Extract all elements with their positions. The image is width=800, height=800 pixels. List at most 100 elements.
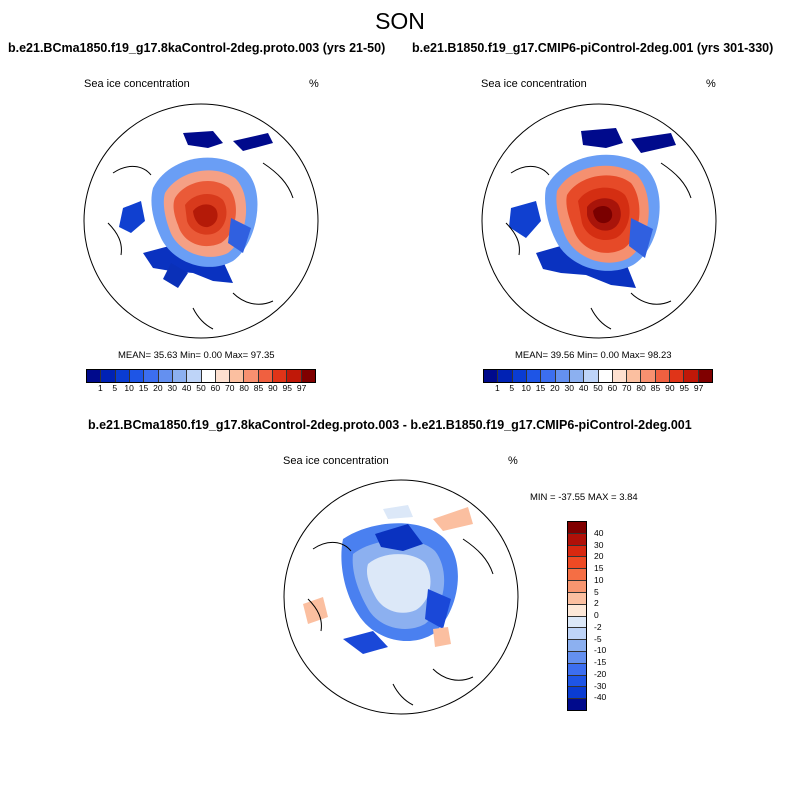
panel-2-colorbar-swatch <box>484 370 499 382</box>
panel-1-colorbar-swatch <box>201 370 216 382</box>
panel-1-colorbar-swatch <box>87 370 102 382</box>
panel-1-variable: Sea ice concentration <box>84 78 190 90</box>
panel-3-colorbar-swatch <box>568 569 586 582</box>
panel-1-colorbar-swatch <box>129 370 145 382</box>
panel-3-colorbar-label: -10 <box>594 645 607 656</box>
panel-1-colorbar-label: 30 <box>167 383 177 393</box>
panel-2-colorbar-label: 60 <box>607 383 618 393</box>
panel-2-colorbar-label: 70 <box>622 383 632 393</box>
panel-3-colorbar-label: 10 <box>594 574 604 585</box>
panel-3-map <box>283 479 519 715</box>
panel-1-colorbar-swatches <box>86 369 316 383</box>
panel-1-colorbar-swatch <box>258 370 274 382</box>
panel-1-colorbar-swatch <box>301 370 315 382</box>
panel-2-colorbar-swatch <box>641 370 656 382</box>
panel-3-colorbar-swatch <box>568 604 586 617</box>
panel-3-colorbar-label: -20 <box>594 668 607 679</box>
panel-1-colorbar-label: 90 <box>268 383 278 393</box>
panel-1-colorbar-label: 80 <box>239 383 249 393</box>
panel-2-colorbar-label: 20 <box>550 383 560 393</box>
panel-2-colorbar-swatch <box>512 370 527 382</box>
panel-3-colorbar-label: 30 <box>594 539 604 550</box>
panel-1-map <box>83 103 319 339</box>
panel-1-colorbar-label: 95 <box>282 383 292 393</box>
panel-1-units: % <box>309 78 319 90</box>
panel-3-colorbar-swatch <box>568 592 586 605</box>
panel-3-colorbar-label: -5 <box>594 633 602 644</box>
panel-3-colorbar-swatch <box>568 663 586 676</box>
panel-3-colorbar-swatch <box>568 699 586 710</box>
panel-1-colorbar-label: 97 <box>296 383 307 393</box>
panel-3-colorbar <box>567 521 587 711</box>
panel-2-colorbar-swatch <box>598 370 613 382</box>
figure-title: SON <box>375 8 425 34</box>
panel-1-stats: MEAN= 35.63 Min= 0.00 Max= 97.35 <box>118 350 275 361</box>
panel-1-colorbar-label: 20 <box>153 383 163 393</box>
panel-3-colorbar-swatch <box>568 687 586 700</box>
panel-3-colorbar-label: 0 <box>594 610 599 620</box>
panel-1-colorbar-swatch <box>101 370 116 382</box>
panel-3-colorbar-swatch <box>568 522 586 534</box>
panel-2-units: % <box>706 78 716 90</box>
panel-3-colorbar-swatch <box>568 651 586 664</box>
panel-3-variable: Sea ice concentration <box>283 455 389 467</box>
panel-3-colorbar-swatch <box>568 581 586 593</box>
panel-2-colorbar-swatches <box>483 369 713 383</box>
panel-1-colorbar-swatch <box>215 370 231 382</box>
panel-2-colorbar-label: 30 <box>564 383 574 393</box>
panel-1-colorbar: 1 5 10 15 20 30 40 50 60 70 80 85 90 95 97 <box>86 369 316 395</box>
panel-2-colorbar-label: 5 <box>509 383 515 393</box>
panel-2-colorbar-swatch <box>612 370 628 382</box>
panel-2-variable: Sea ice concentration <box>481 78 587 90</box>
panel-3-colorbar-swatches <box>567 521 587 711</box>
panel-1-colorbar-label: 40 <box>181 383 192 393</box>
panel-2-colorbar-swatch <box>569 370 585 382</box>
panel-2-colorbar-label: 40 <box>578 383 589 393</box>
panel-2-colorbar-swatch <box>526 370 542 382</box>
panel-2-colorbar-swatch <box>555 370 570 382</box>
panel-1-colorbar-swatch <box>187 370 202 382</box>
panel-1-colorbar-swatch <box>172 370 188 382</box>
panel-1-colorbar-swatch <box>115 370 130 382</box>
panel-1-colorbar-swatch <box>273 370 288 382</box>
panel-3-colorbar-label: 20 <box>594 551 604 562</box>
panel-2-stats: MEAN= 39.56 Min= 0.00 Max= 98.23 <box>515 350 672 361</box>
panel-3-colorbar-labels: 40 30 20 15 10 5 2 0 -2 -5 -10 -15 -20 -30 -40 <box>594 521 624 709</box>
panel-1-colorbar-swatch <box>144 370 159 382</box>
panel-2-colorbar-swatch <box>684 370 699 382</box>
panel-2-colorbar-label: 95 <box>679 383 689 393</box>
panel-2-colorbar-swatch <box>627 370 642 382</box>
panel-2-colorbar-label: 1 <box>495 383 500 393</box>
panel-2-colorbar-swatch <box>498 370 513 382</box>
panel-2-colorbar-swatch <box>670 370 685 382</box>
panel-1-colorbar-label: 60 <box>210 383 221 393</box>
panel-2-title: b.e21.B1850.f19_g17.CMIP6-piControl-2deg… <box>412 41 774 55</box>
panel-1-colorbar-label: 15 <box>138 383 149 393</box>
panel-2-colorbar-label: 85 <box>650 383 661 393</box>
panel-2-colorbar-label: 80 <box>636 383 646 393</box>
panel-3-stats: MIN = -37.55 MAX = 3.84 <box>530 492 638 503</box>
panel-2-colorbar-swatch <box>541 370 556 382</box>
panel-3-colorbar-swatch <box>568 628 586 641</box>
panel-3-colorbar-swatch <box>568 533 586 546</box>
panel-1-colorbar-swatch <box>158 370 173 382</box>
panel-2-colorbar-labels: 1 5 10 15 20 30 40 50 60 70 80 85 90 95 97 <box>483 383 713 395</box>
panel-1-colorbar-label: 1 <box>98 383 103 393</box>
panel-1-colorbar-label: 70 <box>225 383 235 393</box>
panel-3-colorbar-swatch <box>568 616 586 629</box>
panel-2-colorbar-label: 15 <box>535 383 546 393</box>
panel-3-colorbar-swatch <box>568 545 586 558</box>
panel-1-colorbar-label: 50 <box>196 383 206 393</box>
panel-1-colorbar-label: 10 <box>124 383 134 393</box>
panel-3-colorbar-label: -2 <box>594 621 602 632</box>
panel-2-colorbar-swatch <box>698 370 712 382</box>
panel-3-colorbar-label: 2 <box>594 598 599 609</box>
panel-2-colorbar-label: 50 <box>593 383 603 393</box>
panel-1-colorbar-label: 5 <box>112 383 118 393</box>
panel-1-colorbar-swatch <box>230 370 245 382</box>
panel-2-colorbar-label: 10 <box>521 383 531 393</box>
panel-2-colorbar-swatch <box>655 370 671 382</box>
panel-2-colorbar-swatch <box>584 370 599 382</box>
panel-3-colorbar-label: 40 <box>594 527 604 538</box>
panel-3-colorbar-label: 5 <box>594 586 599 597</box>
